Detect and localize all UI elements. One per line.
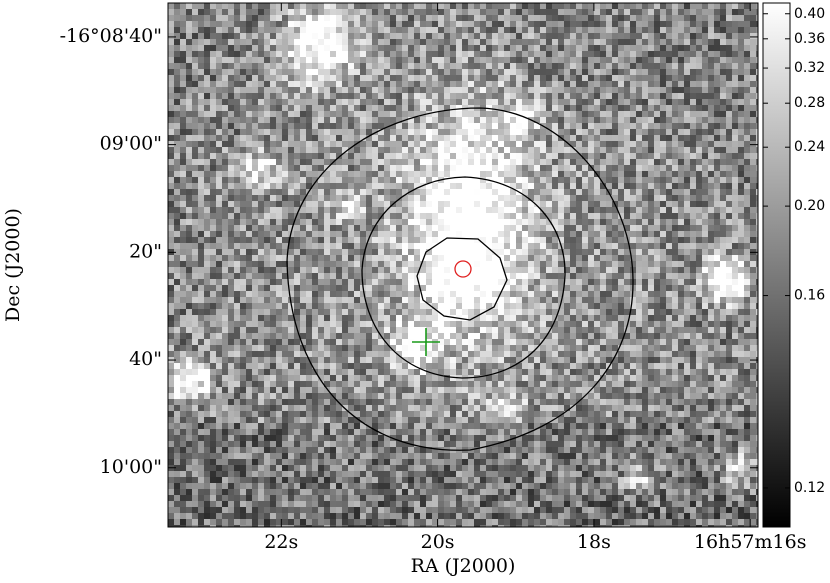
y-axis-label: Dec (J2000) [2, 208, 24, 322]
colorbar-tick-label: 0.24 [794, 139, 825, 155]
x-tick-label: 20s [421, 531, 455, 553]
colorbar-tick-label: 0.32 [794, 60, 825, 76]
contours [286, 107, 634, 451]
y-tick-label: -16°08'40" [60, 25, 162, 47]
y-tick-label: 40" [129, 348, 162, 370]
contour-middle [361, 176, 566, 379]
contour-inner [416, 237, 508, 321]
colorbar-tick-label: 0.20 [794, 198, 825, 214]
y-tick-label: 10'00" [100, 456, 162, 478]
colorbar-tick-label: 0.12 [794, 480, 825, 496]
x-axis-label: RA (J2000) [411, 555, 516, 577]
colorbar-tick-label: 0.28 [794, 95, 825, 111]
colorbar-tick-label: 0.16 [794, 288, 825, 304]
sky-image [168, 3, 758, 527]
source-marker [454, 260, 472, 278]
x-tick-label: 22s [264, 531, 298, 553]
contour-outer [286, 107, 634, 451]
y-tick-label: 09'00" [100, 133, 162, 155]
frame [167, 2, 759, 528]
y-tick-label: 20" [129, 240, 162, 262]
cross-marker [412, 328, 440, 356]
x-tick-label: 18s [577, 531, 611, 553]
x-tick-label: 16h57m16s [694, 531, 807, 553]
colorbar [762, 2, 791, 528]
colorbar-tick-label: 0.40 [794, 6, 825, 22]
colorbar-tick-label: 0.36 [794, 31, 825, 47]
